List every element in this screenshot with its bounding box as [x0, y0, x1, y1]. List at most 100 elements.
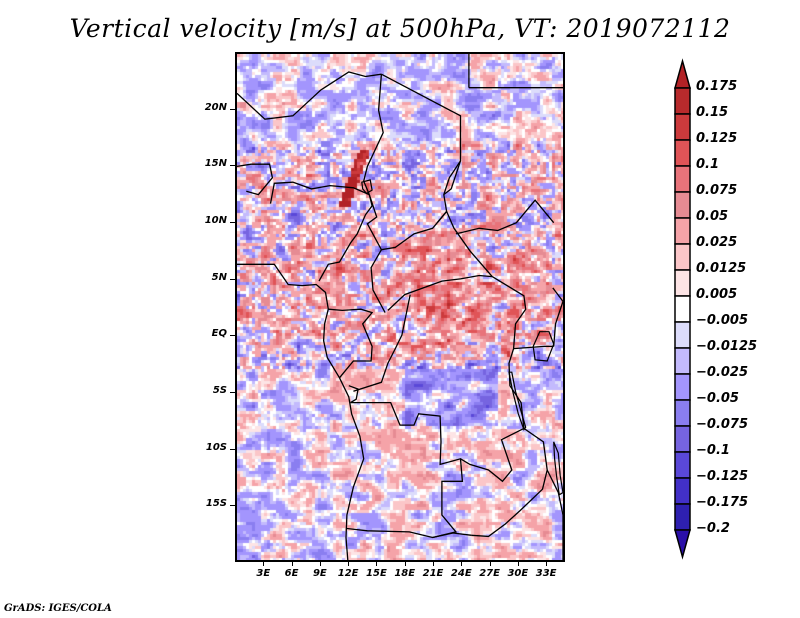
border-uganda-kenya	[552, 287, 563, 347]
colorbar-label: −0.0125	[696, 339, 758, 354]
lake-malawi	[553, 441, 563, 496]
lon-tick-mark	[263, 562, 265, 566]
border-drc-east	[491, 276, 527, 429]
chart-title: Vertical velocity [m/s] at 500hPa, VT: 2…	[69, 14, 731, 43]
lon-tick-mark	[319, 562, 321, 566]
border-mali-niger	[237, 163, 274, 196]
border-sudan-southsudan	[455, 199, 555, 235]
border-algeria-niger	[237, 71, 382, 120]
colorbar-label: −0.125	[696, 469, 749, 484]
colorbar-label: 0.15	[696, 105, 729, 120]
lat-tick-mark	[230, 222, 235, 223]
colorbar-swatch	[674, 425, 691, 453]
lat-tick-label: 10S	[205, 441, 227, 453]
coastline-west-africa	[237, 263, 365, 560]
lon-tick-label: 6E	[284, 568, 299, 579]
border-nigeria-niger	[269, 181, 370, 204]
lat-tick-label: EQ	[211, 328, 227, 340]
lat-tick-label: 10N	[204, 215, 227, 226]
lon-tick-mark	[404, 562, 406, 566]
country-borders	[237, 54, 563, 560]
lon-tick-label: 12E	[337, 568, 359, 579]
lat-tick-mark	[230, 278, 235, 280]
lon-tick-mark	[517, 562, 519, 566]
lon-tick-mark	[433, 562, 434, 566]
border-malawi	[546, 469, 563, 560]
grads-credit: GrADS: IGES/COLA	[4, 603, 112, 614]
lon-tick-mark	[348, 562, 350, 566]
lon-tick-label: 30E	[507, 568, 529, 579]
colorbar-extend-max-arrow	[674, 58, 691, 89]
border-cameroon-chad	[366, 194, 386, 313]
lat-tick-mark	[230, 335, 235, 337]
lon-tick-label: 15E	[366, 568, 387, 579]
colorbar-label: 0.175	[696, 79, 738, 94]
colorbar-label: 0.075	[696, 183, 738, 198]
colorbar-label: −0.005	[696, 313, 749, 328]
colorbar-swatch	[674, 347, 691, 375]
colorbar-swatch	[674, 451, 691, 479]
colorbar-swatch	[674, 477, 691, 505]
lon-tick-mark	[291, 562, 293, 566]
colorbar-swatch	[674, 165, 691, 193]
border-zambia-east	[471, 427, 548, 538]
lon-tick-mark	[489, 562, 491, 566]
border-angola-namibia	[346, 527, 472, 539]
lon-tick-label: 9E	[312, 568, 327, 579]
colorbar-swatch	[674, 295, 691, 323]
colorbar-swatch	[674, 191, 691, 219]
vertical-velocity-field	[237, 54, 563, 560]
lat-tick-mark	[230, 108, 235, 110]
border-angola-cabinda	[348, 385, 359, 404]
colorbar-swatch	[674, 243, 691, 271]
lon-tick-label: 18E	[394, 568, 416, 579]
border-car-drc	[387, 274, 493, 311]
colorbar-swatch	[674, 217, 691, 245]
colorbar-label: 0.05	[696, 209, 729, 224]
colorbar-label: 0.0125	[696, 261, 747, 276]
colorbar-swatch	[674, 139, 691, 167]
lat-tick-label: 15N	[204, 158, 227, 170]
colorbar-swatch	[674, 87, 691, 115]
lon-tick-label: 3E	[256, 568, 271, 579]
border-drc-zambia	[460, 427, 525, 483]
border-congo-gabon	[328, 308, 374, 379]
border-libya-chad	[381, 73, 462, 224]
lat-tick-mark	[230, 505, 235, 507]
border-congo-drc	[353, 294, 411, 392]
lake-chad	[361, 179, 373, 195]
colorbar-swatch	[674, 373, 691, 401]
colorbar-swatch	[674, 321, 691, 349]
border-chad-sudan	[443, 160, 462, 196]
lon-tick-label: 21E	[422, 568, 444, 579]
lon-tick-mark	[376, 562, 378, 566]
lon-tick-label: 27E	[479, 568, 500, 579]
colorbar-extend-min-arrow	[674, 529, 691, 560]
colorbar	[674, 58, 691, 560]
lake-victoria	[532, 331, 555, 362]
border-niger-chad	[363, 74, 384, 195]
colorbar-label: 0.1	[696, 157, 720, 172]
border-nigeria-cameroon	[318, 194, 373, 282]
lat-tick-label: 15S	[205, 498, 227, 510]
lat-tick-label: 20N	[204, 101, 227, 113]
border-tanzania-uganda	[513, 345, 554, 350]
colorbar-swatch	[674, 269, 691, 297]
lake-tanganyika	[508, 371, 527, 431]
lat-tick-label: 5S	[212, 385, 227, 396]
lon-tick-label: 33E	[535, 568, 557, 579]
lat-tick-mark	[230, 392, 235, 393]
colorbar-swatch	[674, 113, 691, 141]
lon-tick-mark	[461, 562, 463, 566]
lat-tick-label: 5N	[211, 271, 227, 283]
colorbar-label: 0.125	[696, 131, 738, 146]
colorbar-label: −0.075	[696, 417, 749, 432]
border-car-chad	[381, 210, 448, 251]
colorbar-label: −0.025	[696, 365, 749, 380]
colorbar-label: −0.2	[696, 521, 730, 536]
colorbar-swatch	[674, 399, 691, 427]
colorbar-label: −0.1	[696, 443, 730, 458]
lon-tick-mark	[546, 562, 548, 566]
map-plot-area	[235, 52, 565, 562]
colorbar-label: −0.05	[696, 391, 739, 406]
